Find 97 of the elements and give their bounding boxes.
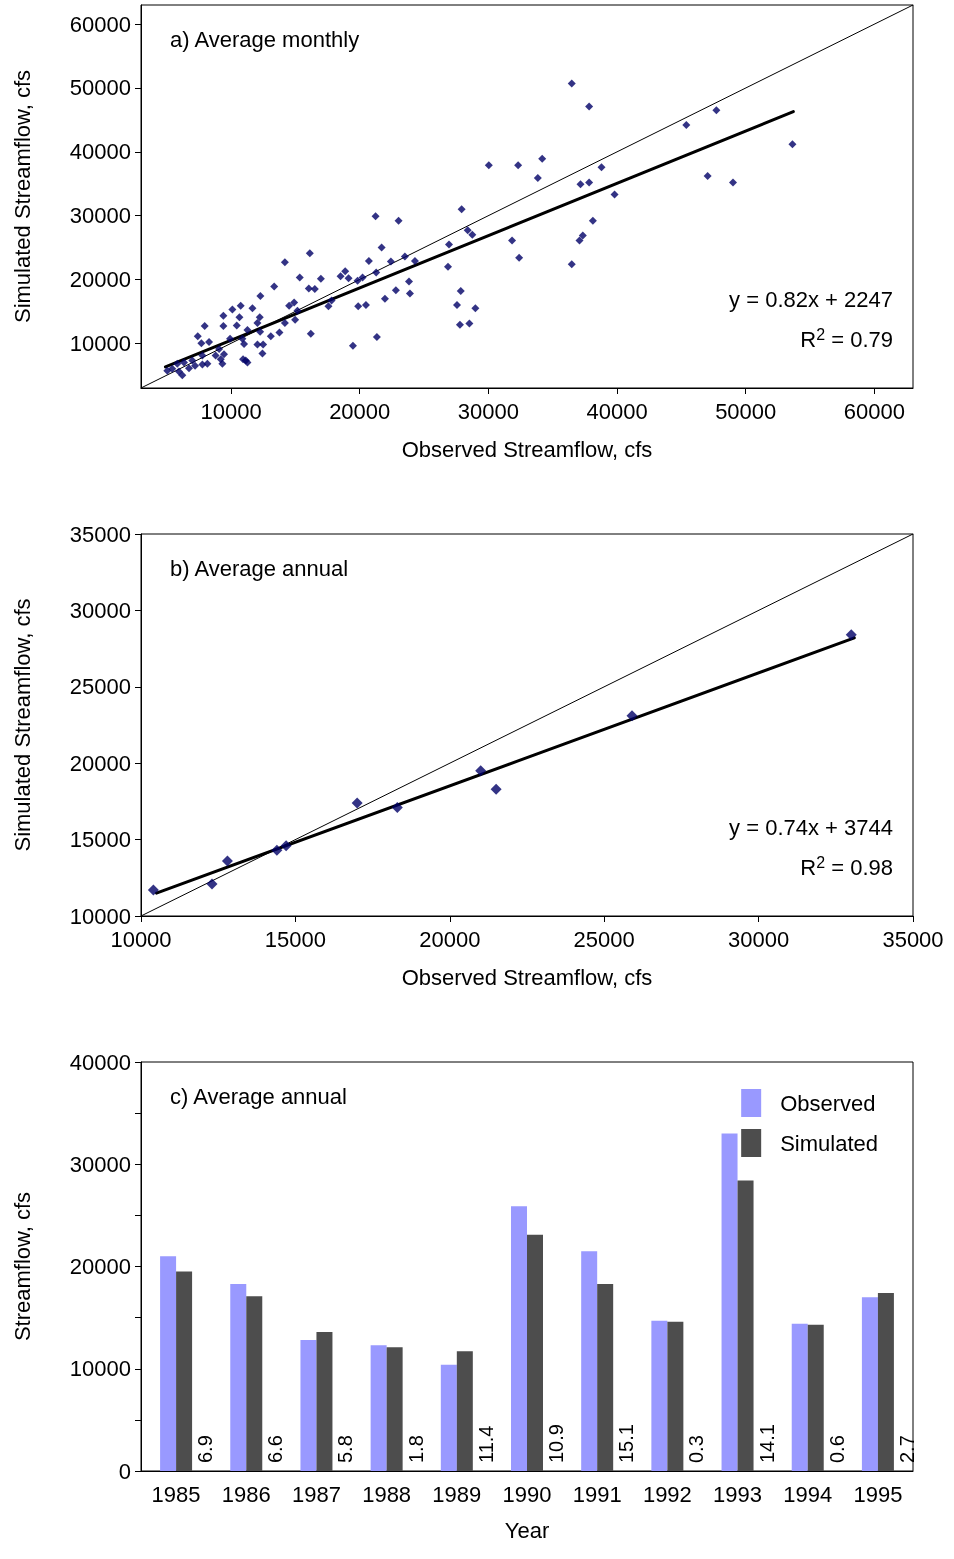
bar bbox=[456, 1351, 473, 1471]
annotation: 0.3 bbox=[685, 1435, 708, 1463]
bar bbox=[877, 1293, 894, 1471]
annotation: 14.1 bbox=[755, 1424, 778, 1463]
x-tick-label: 30000 bbox=[457, 398, 519, 424]
x-tick-label: 20000 bbox=[419, 926, 481, 952]
point bbox=[475, 765, 487, 777]
annotation: y = 0.82x + 2247 bbox=[729, 286, 893, 312]
annotation: 2.7 bbox=[895, 1435, 918, 1463]
y-tick-label: 10000 bbox=[69, 1356, 131, 1382]
y-tick-label: 10000 bbox=[69, 330, 131, 356]
bar bbox=[807, 1324, 824, 1471]
y-tick-label: 40000 bbox=[69, 1049, 131, 1075]
x-tick-label: 1993 bbox=[713, 1481, 763, 1507]
point bbox=[147, 884, 159, 896]
x-tick-label: 1985 bbox=[151, 1481, 201, 1507]
bar bbox=[511, 1206, 527, 1471]
y-tick-label: 60000 bbox=[69, 11, 131, 37]
x-tick-label: 1995 bbox=[853, 1481, 903, 1507]
x-axis-title: Observed Streamflow, cfs bbox=[401, 436, 653, 462]
y-axis-title: Simulated Streamflow, cfs bbox=[9, 598, 35, 852]
point bbox=[845, 629, 857, 641]
bar bbox=[721, 1133, 738, 1471]
y-tick-label: 10000 bbox=[69, 903, 131, 929]
x-tick-label: 60000 bbox=[843, 398, 905, 424]
annotation: 1.8 bbox=[404, 1435, 427, 1463]
bar bbox=[246, 1296, 263, 1471]
point bbox=[221, 855, 233, 867]
y-tick-label: 0 bbox=[118, 1458, 131, 1484]
x-tick-label: 15000 bbox=[264, 926, 326, 952]
annotation: 6.9 bbox=[194, 1435, 217, 1463]
x-tick-label: 30000 bbox=[728, 926, 790, 952]
y-tick-label: 20000 bbox=[69, 750, 131, 776]
x-tick-label: 20000 bbox=[329, 398, 391, 424]
bar bbox=[527, 1234, 543, 1471]
x-tick-label: 10000 bbox=[200, 398, 262, 424]
bar bbox=[316, 1331, 333, 1471]
y-axis-title: Simulated Streamflow, cfs bbox=[9, 69, 35, 324]
x-tick-label: 50000 bbox=[715, 398, 777, 424]
point bbox=[626, 710, 638, 722]
bar bbox=[597, 1283, 614, 1471]
point bbox=[206, 878, 218, 890]
x-tick-label: 1987 bbox=[291, 1481, 341, 1507]
point bbox=[490, 783, 502, 795]
x-tick-label: 25000 bbox=[573, 926, 635, 952]
legend-label: Observed bbox=[780, 1090, 876, 1116]
y-axis-title: Streamflow, cfs bbox=[9, 1191, 35, 1342]
y-tick-label: 20000 bbox=[69, 1254, 131, 1279]
text: a) Average monthly bbox=[170, 26, 360, 52]
bar bbox=[300, 1340, 317, 1471]
x-tick-label: 1988 bbox=[362, 1481, 412, 1507]
y-tick-label: 40000 bbox=[69, 139, 131, 165]
x-tick-label: 1990 bbox=[502, 1481, 552, 1507]
x-tick-label: 1992 bbox=[642, 1481, 692, 1507]
y-tick-label: 35000 bbox=[69, 521, 131, 547]
annotation: 10.9 bbox=[545, 1424, 567, 1463]
x-tick-label: 35000 bbox=[882, 926, 944, 952]
y-tick-label: 25000 bbox=[69, 674, 131, 700]
annotation: y = 0.74x + 3744 bbox=[729, 814, 893, 840]
bar bbox=[370, 1345, 387, 1471]
x-tick-label: 1994 bbox=[783, 1481, 833, 1507]
y-tick-label: 30000 bbox=[69, 1151, 131, 1177]
bar bbox=[581, 1251, 598, 1471]
x-tick-label: 1991 bbox=[572, 1481, 622, 1507]
annotation: 15.1 bbox=[615, 1424, 638, 1463]
bar bbox=[667, 1321, 684, 1471]
y-tick-label: 30000 bbox=[69, 203, 131, 229]
x-axis-title: Observed Streamflow, cfs bbox=[401, 964, 653, 990]
bar bbox=[386, 1347, 403, 1471]
x-axis-title: Year bbox=[504, 1517, 550, 1543]
bar bbox=[651, 1320, 668, 1471]
text: b) Average annual bbox=[170, 555, 349, 581]
bar bbox=[160, 1256, 177, 1471]
point bbox=[271, 844, 283, 856]
bar bbox=[176, 1271, 193, 1471]
point bbox=[351, 797, 363, 809]
bar bbox=[737, 1180, 754, 1471]
point bbox=[391, 802, 403, 814]
x-tick-label: 1989 bbox=[432, 1481, 482, 1507]
text: c) Average annual bbox=[170, 1083, 347, 1109]
x-tick-label: 1986 bbox=[221, 1481, 271, 1507]
y-tick-label: 50000 bbox=[69, 75, 131, 101]
bar bbox=[791, 1323, 808, 1471]
annotation: 0.6 bbox=[825, 1435, 848, 1463]
annotation: 6.6 bbox=[264, 1435, 287, 1463]
y-tick-label: 20000 bbox=[69, 266, 131, 292]
point bbox=[280, 840, 292, 852]
bar bbox=[861, 1297, 878, 1471]
y-tick-label: 30000 bbox=[69, 597, 131, 623]
x-tick-label: 10000 bbox=[110, 926, 172, 952]
bar bbox=[230, 1283, 247, 1471]
annotation: 5.8 bbox=[334, 1435, 357, 1463]
bar bbox=[440, 1364, 457, 1471]
legend-label: Simulated bbox=[780, 1130, 879, 1156]
x-tick-label: 40000 bbox=[586, 398, 648, 424]
y-tick-label: 15000 bbox=[69, 827, 131, 853]
annotation: 11.4 bbox=[474, 1425, 497, 1463]
